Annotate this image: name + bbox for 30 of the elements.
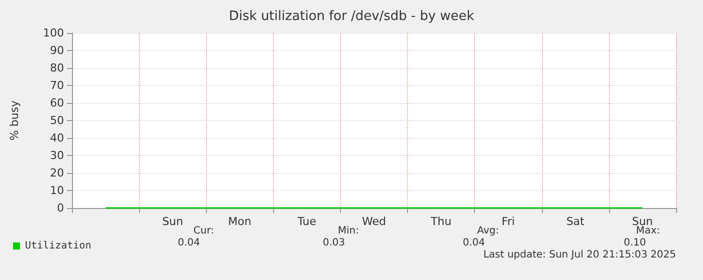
text: Max: xyxy=(636,226,660,236)
y-tick-label: 20 xyxy=(50,166,64,180)
text: Cur: xyxy=(193,226,214,236)
chart-title: Disk utilization for /dev/sdb - by week xyxy=(228,9,475,24)
x-tick-label: Sat xyxy=(566,215,586,228)
y-tick-label: 80 xyxy=(50,62,64,74)
text: 0.03 xyxy=(322,238,345,248)
y-tick-label: 50 xyxy=(50,114,64,127)
y-tick-label: 90 xyxy=(50,44,64,57)
y-tick-label: 60 xyxy=(50,96,64,110)
text: Avg: xyxy=(477,226,499,236)
text: 0.04 xyxy=(462,238,485,248)
y-tick-label: 10 xyxy=(50,184,64,197)
x-tick-label: Wed xyxy=(362,215,386,228)
y-tick-label: 70 xyxy=(50,79,64,92)
text: Min: xyxy=(338,226,360,236)
x-tick-label: Thu xyxy=(430,215,452,228)
y-tick-label: 30 xyxy=(50,149,64,162)
y-tick-label: 40 xyxy=(50,132,64,144)
x-tick-label: Fri xyxy=(502,215,515,228)
text: 0.10 xyxy=(624,238,646,248)
x-tick-label: Mon xyxy=(228,215,252,228)
legend-label: Utilization xyxy=(25,240,92,252)
x-tick-label: Tue xyxy=(296,215,317,228)
text: 0.04 xyxy=(178,238,200,248)
y-tick-label: 100 xyxy=(43,26,64,40)
y-tick-label: 0 xyxy=(57,202,64,214)
y-axis-title: % busy xyxy=(8,100,21,141)
x-tick-label: Sun xyxy=(162,215,184,228)
text: Last update: Sun Jul 20 21:15:03 2025 xyxy=(483,250,676,260)
